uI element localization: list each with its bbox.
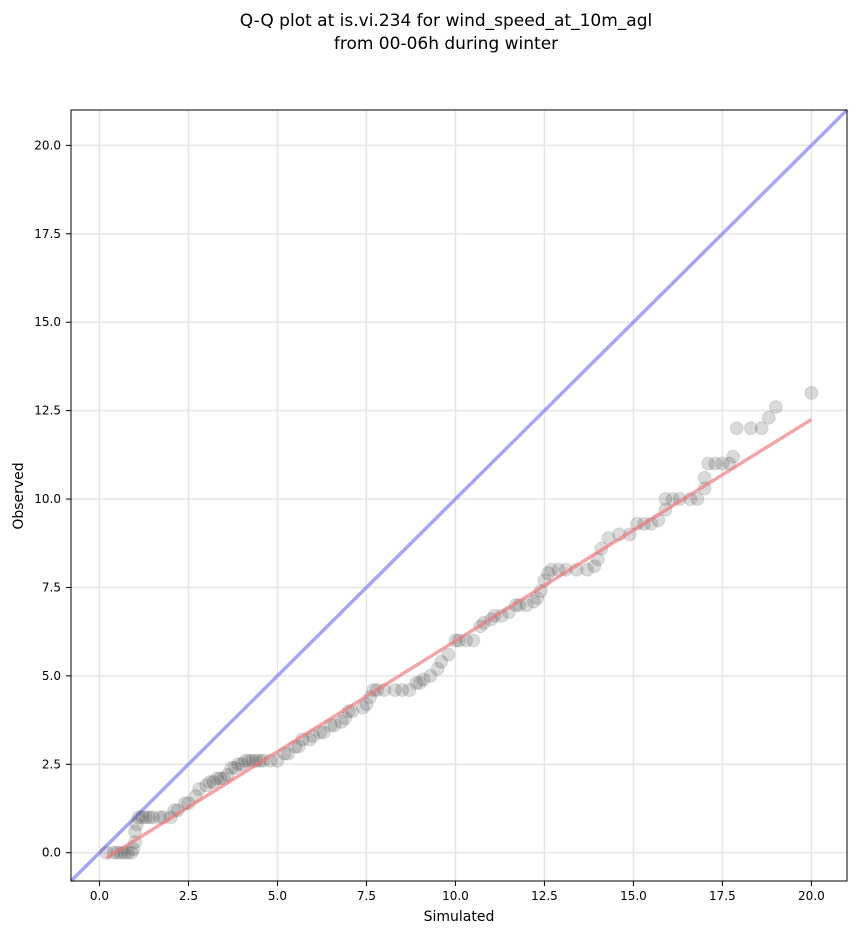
data-point-28 (209, 771, 224, 786)
data-point-54 (327, 718, 342, 733)
x-tick-label-2: 5.0 (268, 889, 287, 903)
data-point-37 (241, 753, 256, 768)
plot-frame (70, 109, 848, 882)
data-point-15 (145, 810, 160, 825)
y-tick-label-1: 2.5 (42, 757, 61, 771)
data-point-68 (409, 675, 424, 690)
x-tick-label-0: 0.0 (90, 889, 109, 903)
x-tick-label-8: 20.0 (798, 889, 825, 903)
data-point-9 (128, 824, 143, 839)
identity-line (69, 108, 849, 883)
y-tick-label-3: 7.5 (42, 580, 61, 594)
data-point-70 (416, 672, 431, 687)
y-tick-label-8: 20.0 (34, 138, 61, 152)
x-tick-label-3: 7.5 (357, 889, 376, 903)
data-point-26 (202, 774, 217, 789)
y-axis-ticks: 0.0 2.5 5.0 7.5 10.0 12.5 15.0 17.5 20.0 (34, 138, 71, 860)
data-point-125 (768, 400, 783, 415)
data-point-65 (387, 683, 402, 698)
data-point-36 (238, 753, 253, 768)
x-tick-label-7: 17.5 (709, 889, 736, 903)
identity-line-layer (69, 108, 849, 883)
chart-title-line-2: from 00-06h during winter (334, 34, 558, 54)
grid-lines (71, 110, 847, 881)
data-point-121 (729, 421, 744, 436)
data-point-32 (224, 760, 239, 775)
data-point-93 (544, 562, 559, 577)
data-point-52 (316, 725, 331, 740)
data-point-124 (761, 410, 776, 425)
data-point-69 (412, 675, 427, 690)
data-points (99, 385, 819, 860)
data-point-126 (804, 385, 819, 400)
x-tick-label-5: 12.5 (531, 889, 558, 903)
data-point-88 (526, 594, 541, 609)
y-axis-label: Observed (11, 462, 27, 529)
data-point-11 (131, 810, 146, 825)
data-point-13 (138, 810, 153, 825)
data-point-35 (234, 757, 249, 772)
data-point-27 (206, 774, 221, 789)
y-tick-label-7: 17.5 (34, 227, 61, 241)
data-point-78 (466, 633, 481, 648)
y-tick-label-0: 0.0 (42, 846, 61, 860)
data-point-6 (124, 845, 139, 860)
x-tick-label-6: 15.0 (620, 889, 647, 903)
data-point-71 (423, 668, 438, 683)
data-point-59 (355, 700, 370, 715)
data-point-120 (726, 449, 741, 464)
data-point-98 (587, 559, 602, 574)
chart-title-line-1: Q-Q plot at is.vi.234 for wind_speed_at_… (240, 11, 652, 31)
data-point-14 (142, 810, 157, 825)
data-point-92 (540, 566, 555, 581)
fit-line-layer (105, 417, 813, 860)
data-point-34 (231, 757, 246, 772)
y-tick-label-5: 12.5 (34, 404, 61, 418)
data-point-29 (213, 771, 228, 786)
y-tick-label-2: 5.0 (42, 669, 61, 683)
data-point-10 (129, 817, 144, 832)
data-point-109 (658, 492, 673, 507)
data-point-33 (227, 760, 242, 775)
data-point-45 (281, 746, 296, 761)
data-point-123 (754, 421, 769, 436)
x-tick-label-4: 10.0 (442, 889, 469, 903)
data-point-55 (334, 714, 349, 729)
x-axis-label: Simulated (424, 909, 495, 925)
data-point-66 (395, 683, 410, 698)
data-point-122 (743, 421, 758, 436)
data-point-43 (270, 753, 285, 768)
data-point-73 (434, 654, 449, 669)
data-point-67 (402, 683, 417, 698)
data-point-72 (430, 661, 445, 676)
data-point-118 (715, 456, 730, 471)
data-point-24 (192, 782, 207, 797)
data-point-74 (441, 647, 456, 662)
data-point-97 (580, 562, 595, 577)
data-point-113 (690, 492, 705, 507)
data-point-56 (338, 711, 353, 726)
x-axis-ticks: 0.0 2.5 5.0 7.5 10.0 12.5 15.0 17.5 20.0 (90, 881, 825, 903)
data-point-12 (135, 810, 150, 825)
y-tick-label-6: 15.0 (34, 315, 61, 329)
fit-line (105, 417, 813, 860)
y-tick-label-4: 10.0 (34, 492, 61, 506)
data-point-25 (199, 778, 214, 793)
x-tick-label-1: 2.5 (179, 889, 198, 903)
data-point-116 (701, 456, 716, 471)
data-point-117 (708, 456, 723, 471)
